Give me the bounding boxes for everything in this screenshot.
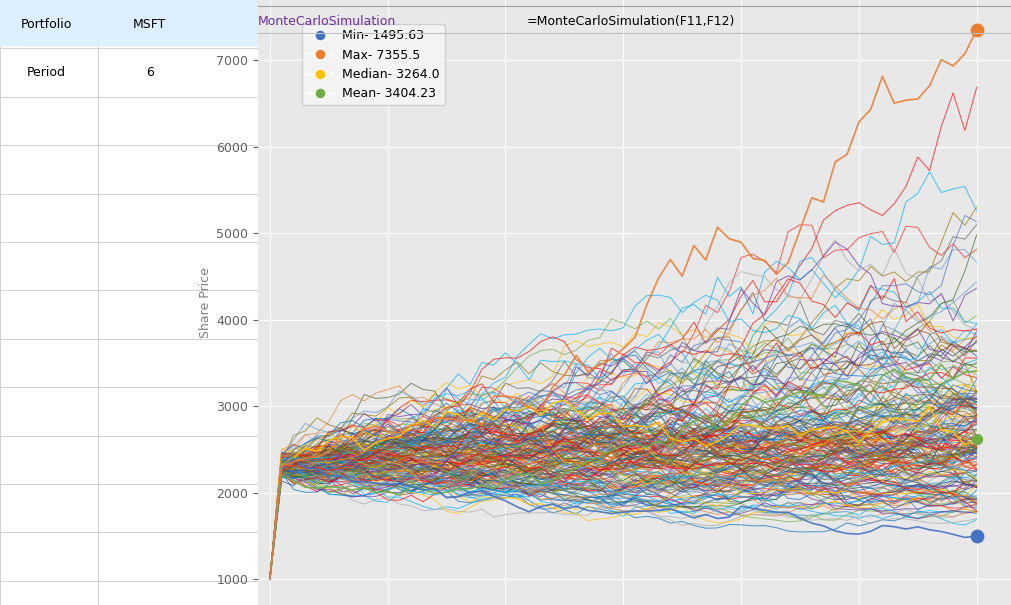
Text: Portfolio: Portfolio xyxy=(21,18,72,31)
Legend: Min- 1495.63, Max- 7355.5, Median- 3264.0, Mean- 3404.23: Min- 1495.63, Max- 7355.5, Median- 3264.… xyxy=(301,24,444,105)
Point xyxy=(968,25,984,34)
Y-axis label: Share Price: Share Price xyxy=(199,267,212,338)
Bar xyxy=(0,0,258,45)
Point xyxy=(968,434,984,443)
Text: MonteCarloSimulation: MonteCarloSimulation xyxy=(258,15,396,28)
Text: Period: Period xyxy=(27,66,66,79)
Text: MSFT: MSFT xyxy=(132,18,166,31)
Point xyxy=(968,531,984,541)
Text: =MonteCarloSimulation(F11,F12): =MonteCarloSimulation(F11,F12) xyxy=(526,15,734,28)
Text: 6: 6 xyxy=(146,66,154,79)
